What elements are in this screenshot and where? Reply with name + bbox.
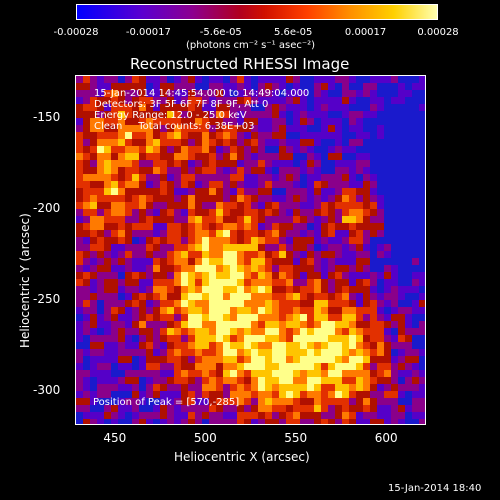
- y-tick-label: -150: [33, 109, 61, 124]
- x-axis-label: Heliocentric X (arcsec): [174, 450, 310, 464]
- y-tick-label: -300: [33, 383, 61, 398]
- x-tick-label: 550: [284, 431, 308, 445]
- heatmap-image: [76, 76, 425, 424]
- plot-timestamp: 15-Jan-2014 18:40: [388, 483, 482, 494]
- info-time-range: 15-Jan-2014 14:45:54.000 to 14:49:04.000: [94, 88, 310, 99]
- x-tick-label: 500: [193, 431, 217, 445]
- colorbar-tick-label: 5.6e-05: [273, 27, 313, 38]
- heatmap-plot-area: [75, 75, 426, 425]
- info-detectors: Detectors: 3F 5F 6F 7F 8F 9F, Att 0: [94, 99, 269, 110]
- colorbar-tick-label: 0.00017: [344, 27, 387, 38]
- y-tick-label: -250: [33, 292, 61, 307]
- y-axis-label: Heliocentric Y (arcsec): [18, 213, 32, 348]
- image-info-overlay: 15-Jan-2014 14:45:54.000 to 14:49:04.000…: [94, 88, 309, 132]
- colorbar-tick-label: -0.00017: [125, 27, 171, 38]
- colorbar: [76, 4, 438, 20]
- colorbar-tick-label: -0.00028: [53, 27, 99, 38]
- colorbar-tick-label: -5.6e-05: [199, 27, 242, 38]
- x-tick-label: 600: [374, 431, 398, 445]
- peak-position-label: Position of Peak = [570,-285]: [93, 397, 240, 408]
- x-tick-label: 450: [103, 431, 127, 445]
- info-clean-counts: Clean Total counts: 6.38E+03: [94, 121, 255, 132]
- colorbar-unit-label: (photons cm⁻² s⁻¹ asec⁻²): [186, 40, 316, 51]
- colorbar-tick-label: 0.00028: [417, 27, 459, 38]
- plot-title: Reconstructed RHESSI Image: [130, 55, 350, 73]
- info-energy-range: Energy Range: 12.0 - 25.0 keV: [94, 110, 247, 121]
- y-tick-label: -200: [33, 201, 61, 216]
